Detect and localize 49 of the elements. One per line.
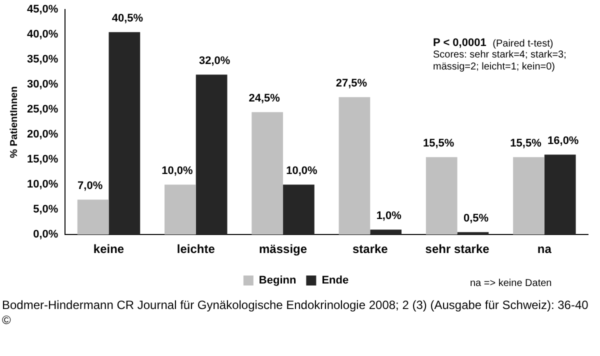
x-tick-label: mässige — [259, 242, 308, 256]
data-label: 7,0% — [78, 180, 103, 192]
text: Bodmer-Hindermann CR Journal für Gynäkologische Endokrinologie 2008; 2 (3) (Ausgabe für Schweiz): 36-40 — [2, 298, 588, 313]
text: © — [2, 313, 12, 328]
bar — [283, 184, 314, 235]
y-tick-label: 0,0% — [33, 228, 58, 241]
bar — [77, 200, 109, 235]
annotation: mässig=2; leicht=1; kein=0) — [433, 61, 556, 72]
bar — [513, 157, 544, 235]
y-tick-label: 20,0% — [26, 128, 58, 141]
bar — [108, 32, 140, 235]
y-tick-label: 45,0% — [26, 4, 58, 16]
bar — [544, 154, 576, 235]
data-label: 40,5% — [112, 12, 144, 25]
bar — [196, 74, 228, 235]
bar — [426, 157, 458, 235]
x-tick-label: starke — [352, 242, 388, 256]
data-label: 32,0% — [198, 55, 230, 68]
y-tick-label: 35,0% — [26, 54, 58, 66]
data-label: 10,0% — [286, 165, 318, 178]
x-tick-label: sehr starke — [425, 242, 490, 256]
y-axis-title: % PatientInnen — [8, 86, 20, 158]
x-tick-label: na — [537, 242, 552, 256]
y-tick-label: 30,0% — [26, 78, 58, 91]
data-label: 24,5% — [248, 92, 280, 105]
text: na => keine Daten — [470, 278, 552, 289]
x-tick-label: keine — [93, 242, 124, 256]
bar — [252, 112, 284, 235]
data-label: 16,0% — [548, 135, 579, 148]
legend-label: Ende — [322, 274, 349, 287]
data-label: 27,5% — [336, 78, 368, 90]
bar — [338, 97, 370, 235]
y-tick-label: 25,0% — [26, 104, 58, 116]
bar — [370, 230, 402, 235]
data-label: 1,0% — [376, 210, 402, 222]
bar — [457, 232, 489, 235]
legend-label: Beginn — [258, 274, 296, 287]
data-label: 15,5% — [423, 138, 454, 150]
x-tick-label: leichte — [176, 242, 216, 256]
y-tick-label: 5,0% — [33, 204, 58, 216]
y-tick-label: 15,0% — [26, 154, 58, 166]
data-label: 10,0% — [162, 165, 194, 178]
annotation: Scores: sehr stark=4; stark=3; — [433, 49, 566, 60]
annotation: P < 0,0001 (Paired t-test) — [433, 37, 554, 50]
bar — [164, 184, 196, 235]
data-label: 0,5% — [463, 212, 489, 225]
data-label: 15,5% — [510, 138, 542, 150]
y-tick-label: 10,0% — [26, 178, 58, 191]
y-tick-label: 40,0% — [26, 28, 58, 41]
